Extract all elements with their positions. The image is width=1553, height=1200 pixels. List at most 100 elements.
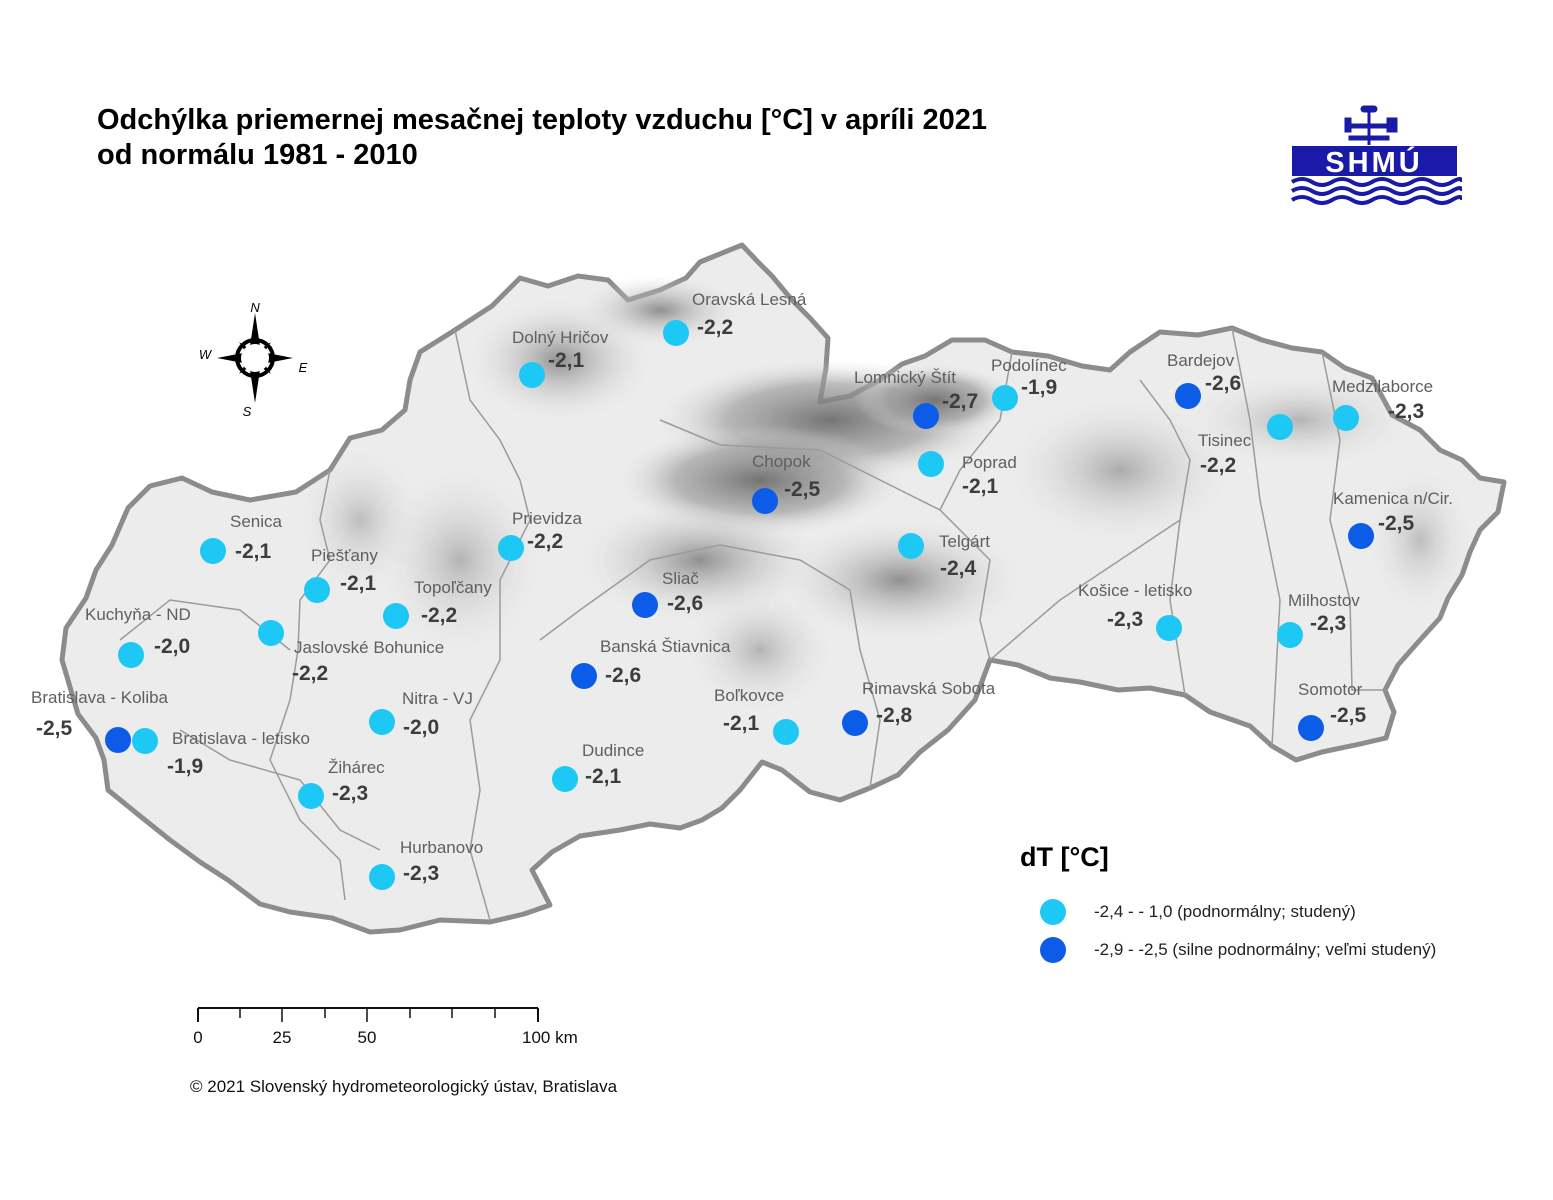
station-14: Topoľčany -2,2 (383, 578, 492, 629)
compass-east-label: E (299, 360, 308, 375)
station-23: Boľkovce -2,1 (714, 686, 799, 745)
station-value: -2,5 (1330, 704, 1367, 727)
station-marker[interactable] (663, 320, 689, 346)
map-title-line2: od normálu 1981 - 2010 (97, 139, 418, 171)
legend-label-cold: -2,4 - - 1,0 (podnormálny; studený) (1094, 902, 1356, 921)
scale-bar: 0 25 50 100 km (193, 1007, 578, 1047)
legend: dT [°C] -2,4 - - 1,0 (podnormálny; stude… (1020, 842, 1436, 969)
station-name: Somotor (1298, 680, 1363, 699)
station-value: -2,6 (667, 592, 703, 615)
station-12: Telgárt -2,4 (898, 532, 990, 580)
station-marker[interactable] (304, 577, 330, 603)
station-22: Nitra - VJ -2,0 (369, 689, 473, 739)
station-value: -2,1 (723, 712, 760, 735)
station-marker[interactable] (1348, 523, 1374, 549)
station-marker[interactable] (842, 710, 868, 736)
station-marker[interactable] (498, 535, 524, 561)
station-name: Telgárt (939, 532, 990, 551)
station-marker[interactable] (369, 709, 395, 735)
scale-label-25: 25 (273, 1028, 292, 1047)
scale-label-50: 50 (358, 1028, 377, 1047)
station-marker[interactable] (200, 538, 226, 564)
station-29: Hurbanovo -2,3 (369, 838, 483, 890)
station-value: -2,4 (940, 557, 977, 580)
station-name: Chopok (752, 452, 811, 471)
station-marker[interactable] (298, 783, 324, 809)
region-boundaries (119, 327, 1385, 921)
station-16: Košice - letisko -2,3 (1078, 581, 1192, 641)
legend-swatch-very-cold (1040, 937, 1066, 963)
station-name: Nitra - VJ (402, 689, 473, 708)
station-name: Podolínec (991, 356, 1067, 375)
station-1: Dolný Hričov -2,1 (512, 328, 609, 388)
station-marker[interactable] (632, 592, 658, 618)
scale-label-0: 0 (193, 1028, 202, 1047)
station-5: Medzilaborce -2,3 (1332, 377, 1433, 431)
station-marker[interactable] (918, 451, 944, 477)
station-marker[interactable] (519, 362, 545, 388)
station-name: Poprad (962, 453, 1017, 472)
station-marker[interactable] (913, 403, 939, 429)
station-name: Bratislava - Koliba (31, 688, 169, 707)
station-value: -2,2 (292, 662, 328, 685)
compass-north-label: N (250, 300, 260, 315)
station-marker[interactable] (898, 533, 924, 559)
relief-shading (300, 275, 1470, 710)
legend-item-very-cold: -2,9 - -2,5 (silne podnormálny; veľmi st… (1020, 931, 1436, 969)
station-name: Milhostov (1288, 591, 1360, 610)
legend-label-very-cold: -2,9 - -2,5 (silne podnormálny; veľmi st… (1094, 940, 1437, 959)
station-name: Banská Štiavnica (600, 637, 731, 656)
map-title-line1: Odchýlka priemernej mesačnej teploty vzd… (97, 104, 987, 136)
station-name: Dolný Hričov (512, 328, 609, 347)
station-marker[interactable] (369, 864, 395, 890)
station-marker[interactable] (992, 385, 1018, 411)
station-marker[interactable] (1267, 414, 1293, 440)
station-value: -2,2 (421, 604, 457, 627)
shmu-logo: SHMÚ (1290, 105, 1462, 205)
compass-west-label: W (199, 347, 213, 362)
station-24: Rimavská Sobota -2,8 (842, 679, 996, 736)
logo-text: SHMÚ (1325, 145, 1422, 179)
station-name: Rimavská Sobota (862, 679, 996, 698)
station-11: Prievidza -2,2 (498, 509, 582, 561)
station-value: -2,8 (876, 704, 913, 727)
station-name: Bratislava - letisko (172, 729, 310, 748)
station-name: Senica (230, 512, 283, 531)
station-marker[interactable] (383, 603, 409, 629)
station-layer: Oravská Lesná -2,2 Dolný Hričov -2,1 Lomnick… (31, 290, 1453, 890)
station-marker[interactable] (1156, 615, 1182, 641)
station-marker[interactable] (752, 488, 778, 514)
station-value: -1,9 (1021, 376, 1057, 399)
copyright-notice: © 2021 Slovenský hydrometeorologický úst… (190, 1077, 618, 1096)
station-4: Bardejov -2,6 (1167, 351, 1241, 409)
station-marker[interactable] (773, 719, 799, 745)
station-name: Košice - letisko (1078, 581, 1192, 600)
station-marker[interactable] (571, 663, 597, 689)
logo-wordmark: SHMÚ (1292, 145, 1457, 179)
station-marker[interactable] (118, 642, 144, 668)
station-marker[interactable] (105, 727, 131, 753)
station-18: Kuchyňa - ND -2,0 (85, 605, 191, 668)
station-marker[interactable] (1277, 622, 1303, 648)
station-value: -2,5 (1378, 512, 1415, 535)
station-value: -2,1 (962, 475, 999, 498)
station-marker[interactable] (258, 620, 284, 646)
station-value: -2,3 (1107, 608, 1143, 631)
station-28: Dudince -2,1 (552, 741, 644, 792)
station-name: Tisinec (1198, 431, 1252, 450)
station-marker[interactable] (132, 728, 158, 754)
station-name: Hurbanovo (400, 838, 483, 857)
station-value: -2,7 (942, 390, 978, 413)
station-15: Sliač -2,6 (632, 569, 703, 618)
station-marker[interactable] (1298, 715, 1324, 741)
station-name: Piešťany (311, 546, 378, 565)
station-name: Topoľčany (414, 578, 492, 597)
station-value: -2,1 (235, 540, 272, 563)
station-name: Kamenica n/Cir. (1333, 489, 1453, 508)
station-marker[interactable] (552, 766, 578, 792)
station-marker[interactable] (1333, 405, 1359, 431)
station-marker[interactable] (1175, 383, 1201, 409)
station-value: -2,6 (1205, 372, 1241, 395)
station-name: Prievidza (512, 509, 582, 528)
station-7: Poprad -2,1 (918, 451, 1017, 498)
